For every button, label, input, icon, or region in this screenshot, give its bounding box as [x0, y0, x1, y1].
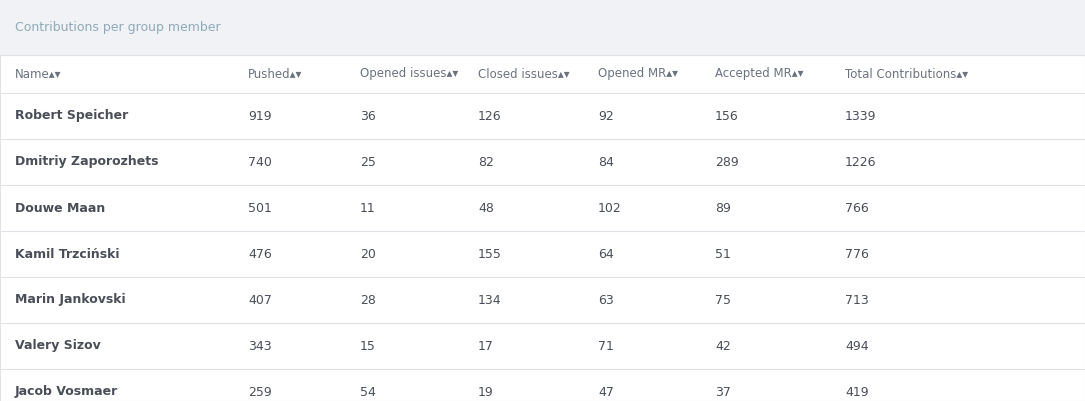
Text: 82: 82 [478, 156, 494, 168]
Text: Closed issues▴▾: Closed issues▴▾ [478, 67, 570, 81]
Text: 84: 84 [598, 156, 614, 168]
Text: 407: 407 [248, 294, 272, 306]
Text: Contributions per group member: Contributions per group member [15, 20, 220, 34]
Text: 20: 20 [360, 247, 375, 261]
Text: 134: 134 [478, 294, 501, 306]
Text: 476: 476 [248, 247, 271, 261]
Text: Robert Speicher: Robert Speicher [15, 109, 128, 122]
Text: Valery Sizov: Valery Sizov [15, 340, 101, 352]
Text: 71: 71 [598, 340, 614, 352]
Text: 713: 713 [845, 294, 869, 306]
Text: 36: 36 [360, 109, 375, 122]
Text: 126: 126 [478, 109, 501, 122]
Text: 343: 343 [248, 340, 271, 352]
Text: 289: 289 [715, 156, 739, 168]
Text: 48: 48 [478, 201, 494, 215]
Text: 419: 419 [845, 385, 869, 399]
Text: 494: 494 [845, 340, 869, 352]
Text: 1226: 1226 [845, 156, 877, 168]
Text: Opened MR▴▾: Opened MR▴▾ [598, 67, 678, 81]
Text: 156: 156 [715, 109, 739, 122]
Text: 51: 51 [715, 247, 731, 261]
Text: 15: 15 [360, 340, 375, 352]
Text: 259: 259 [248, 385, 271, 399]
Bar [0, 0, 1085, 55]
Text: 75: 75 [715, 294, 731, 306]
Text: Opened issues▴▾: Opened issues▴▾ [360, 67, 458, 81]
Text: 776: 776 [845, 247, 869, 261]
Text: 919: 919 [248, 109, 271, 122]
Text: Jacob Vosmaer: Jacob Vosmaer [15, 385, 118, 399]
Text: Accepted MR▴▾: Accepted MR▴▾ [715, 67, 804, 81]
Text: 1339: 1339 [845, 109, 877, 122]
Text: 37: 37 [715, 385, 731, 399]
Text: 11: 11 [360, 201, 375, 215]
Text: 19: 19 [478, 385, 494, 399]
Text: 155: 155 [478, 247, 502, 261]
Text: 28: 28 [360, 294, 375, 306]
Text: 17: 17 [478, 340, 494, 352]
Text: Pushed▴▾: Pushed▴▾ [248, 67, 303, 81]
Text: Name▴▾: Name▴▾ [15, 67, 62, 81]
Bar [0, 55, 1085, 401]
Text: 63: 63 [598, 294, 614, 306]
Text: 64: 64 [598, 247, 614, 261]
Text: 89: 89 [715, 201, 731, 215]
Text: Total Contributions▴▾: Total Contributions▴▾ [845, 67, 968, 81]
Text: Kamil Trzciński: Kamil Trzciński [15, 247, 119, 261]
Text: 42: 42 [715, 340, 731, 352]
Text: Marin Jankovski: Marin Jankovski [15, 294, 126, 306]
Text: 102: 102 [598, 201, 622, 215]
Text: 501: 501 [248, 201, 272, 215]
Text: 25: 25 [360, 156, 375, 168]
Text: Douwe Maan: Douwe Maan [15, 201, 105, 215]
Text: Dmitriy Zaporozhets: Dmitriy Zaporozhets [15, 156, 158, 168]
Text: 766: 766 [845, 201, 869, 215]
Text: 92: 92 [598, 109, 614, 122]
Text: 54: 54 [360, 385, 375, 399]
Text: 47: 47 [598, 385, 614, 399]
Text: 740: 740 [248, 156, 272, 168]
